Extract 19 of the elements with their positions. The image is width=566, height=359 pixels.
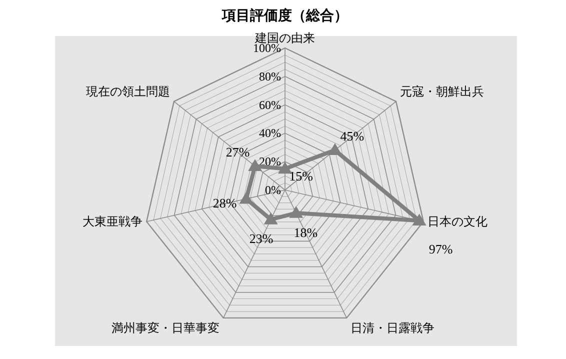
data-label: 27%	[226, 144, 250, 160]
spoke-label: 現在の領土問題	[86, 84, 170, 98]
spoke-label: 大東亜戦争	[82, 214, 143, 229]
spoke-label: 建国の由来	[254, 31, 315, 45]
data-label: 18%	[294, 224, 318, 240]
y-tick-label: 60%	[259, 98, 281, 112]
y-tick-label: 40%	[259, 126, 281, 140]
data-label: 45%	[340, 128, 364, 144]
spoke-label: 元寇・朝鮮出兵	[400, 84, 484, 98]
data-label: 15%	[289, 168, 314, 184]
data-label: 97%	[428, 242, 453, 257]
chart-title: 項目評価度（総合）	[221, 7, 348, 24]
data-label: 23%	[249, 231, 274, 246]
spoke-label: 日清・日露戦争	[350, 320, 435, 335]
spoke-label: 日本の文化	[427, 214, 488, 229]
y-tick-label: 80%	[259, 69, 281, 84]
y-tick-label: 0%	[265, 183, 281, 197]
data-label: 28%	[212, 196, 237, 211]
spoke-label: 満州事変・日華事変	[111, 320, 220, 335]
